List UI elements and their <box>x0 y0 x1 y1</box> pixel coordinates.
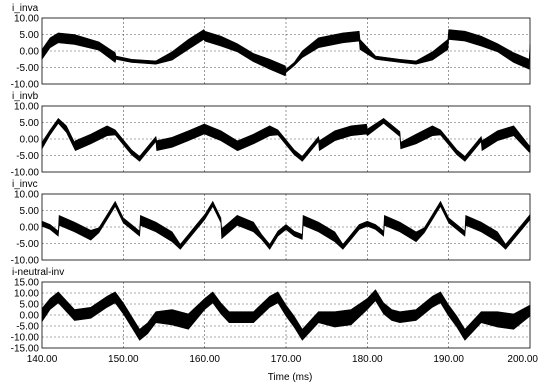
y-tick-label: 5.00 <box>20 206 40 217</box>
y-tick-label: -10.00 <box>11 333 40 344</box>
x-tick-label: 200.00 <box>507 354 538 365</box>
y-tick-label: -10.00 <box>11 256 40 267</box>
y-tick-label: 15.00 <box>14 278 39 289</box>
y-tick-label: 10.00 <box>14 14 39 25</box>
y-tick-label: -5.00 <box>16 63 39 74</box>
y-tick-label: -5.00 <box>16 322 39 333</box>
y-tick-label: 0.00 <box>20 47 40 58</box>
x-tick-label: 140.00 <box>27 354 58 365</box>
panel-title: i-neutral-inv <box>12 267 64 278</box>
x-tick-label: 180.00 <box>352 354 383 365</box>
y-tick-label: 5.00 <box>20 30 40 41</box>
y-tick-label: -10.00 <box>11 168 40 179</box>
y-tick-label: -5.00 <box>16 239 39 250</box>
panel-4: i-neutral-inv15.0010.005.000.00-5.00-10.… <box>11 267 531 355</box>
panel-title: i_invc <box>12 179 38 190</box>
plot-frame <box>41 281 531 349</box>
y-tick-label: 10.00 <box>14 289 39 300</box>
plot-frame <box>41 193 531 261</box>
y-tick-label: 5.00 <box>20 300 40 311</box>
series-trace <box>41 29 531 77</box>
y-tick-label: -5.00 <box>16 151 39 162</box>
panel-title: i_inva <box>12 3 39 14</box>
x-axis: Time (ms) 140.00 150.00 160.00 170.00 180.00… <box>27 354 539 383</box>
y-tick-label: -15.00 <box>11 344 40 355</box>
plot-frame <box>41 105 531 173</box>
x-tick-label: 190.00 <box>433 354 464 365</box>
y-tick-label: 0.00 <box>20 223 40 234</box>
y-tick-label: 0.00 <box>20 135 40 146</box>
y-tick-label: 5.00 <box>20 118 40 129</box>
x-tick-label: 150.00 <box>108 354 139 365</box>
x-axis-label: Time (ms) <box>268 372 313 383</box>
plot-frame <box>41 17 531 85</box>
x-tick-label: 170.00 <box>271 354 302 365</box>
x-tick-label: 160.00 <box>189 354 220 365</box>
y-tick-label: 10.00 <box>14 190 39 201</box>
panel-title: i_invb <box>12 91 39 102</box>
y-tick-label: -10.00 <box>11 80 40 91</box>
panels: i_inva10.005.000.00-5.00-10.00i_invb10.0… <box>11 3 531 355</box>
y-tick-label: 0.00 <box>20 311 40 322</box>
y-tick-label: 10.00 <box>14 102 39 113</box>
